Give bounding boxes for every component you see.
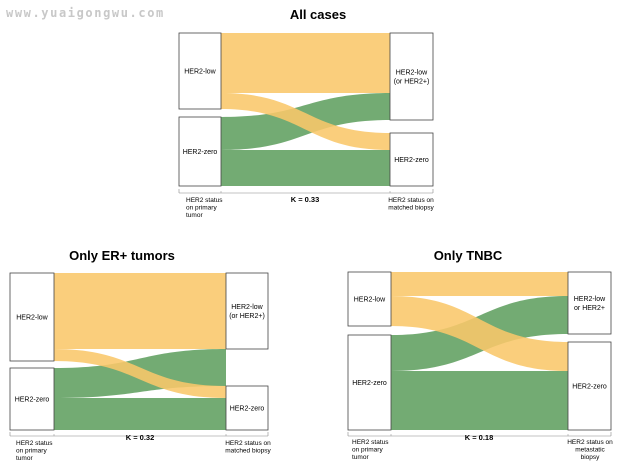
node-er-right-1 (225, 385, 269, 431)
node-all-left-1 (178, 116, 222, 187)
axis-label-right-tnbc: HER2 status on metastatic biopsy (567, 439, 613, 461)
node-label-tnbc-left-1: HER2-zero (352, 380, 387, 387)
flow-all-0 (221, 33, 390, 93)
flow-er-0 (54, 273, 226, 349)
node-label-er-right-1: HER2-zero (230, 406, 265, 413)
axis-label-left-er: HER2 status on primary tumor (16, 440, 53, 462)
panel-title-all: All cases (289, 7, 347, 22)
node-er-right-0 (225, 272, 269, 350)
node-tnbc-right-0 (567, 271, 612, 335)
node-all-right-0 (389, 32, 434, 121)
node-tnbc-left-0 (347, 271, 392, 327)
node-label-all-right-0: HER2-low (or HER2+) (394, 70, 430, 86)
panel-title-er: Only ER+ tumors (69, 248, 175, 263)
axis-label-left-all: HER2 status on primary tumor (186, 197, 223, 219)
node-er-left-1 (9, 367, 55, 431)
kappa-tnbc: K = 0.18 (465, 433, 494, 442)
node-er-left-0 (9, 272, 55, 362)
kappa-all: K = 0.33 (291, 195, 320, 204)
watermark: www.yuaigongwu.com (6, 6, 165, 20)
flow-tnbc-3 (391, 371, 568, 430)
node-label-tnbc-left-0: HER2-low (354, 297, 386, 304)
node-tnbc-left-1 (347, 334, 392, 431)
node-all-right-1 (389, 132, 434, 187)
node-label-tnbc-right-1: HER2-zero (572, 384, 607, 391)
flow-tnbc-0 (391, 272, 568, 296)
node-tnbc-right-1 (567, 341, 612, 431)
node-label-all-left-1: HER2-zero (183, 149, 218, 156)
panel-title-tnbc: Only TNBC (433, 248, 503, 263)
flow-er-2 (54, 349, 226, 398)
node-label-er-right-0: HER2-low (or HER2+) (229, 304, 265, 320)
node-all-left-0 (178, 32, 222, 110)
node-label-tnbc-right-0: HER2-low or HER2+ (574, 296, 606, 312)
flow-tnbc-2 (391, 296, 568, 371)
node-label-all-left-0: HER2-low (184, 69, 216, 76)
node-label-er-left-0: HER2-low (16, 315, 48, 322)
axis-label-left-tnbc: HER2 status on primary tumor (352, 439, 389, 461)
axis-label-right-all: HER2 status on matched biopsy (388, 197, 434, 212)
flow-all-2 (221, 93, 390, 150)
flow-er-3 (54, 398, 226, 430)
axis-label-right-er: HER2 status on matched biopsy (225, 440, 271, 455)
node-label-all-right-1: HER2-zero (394, 157, 429, 164)
node-label-er-left-1: HER2-zero (15, 397, 50, 404)
flow-all-3 (221, 150, 390, 186)
kappa-er: K = 0.32 (126, 433, 155, 442)
